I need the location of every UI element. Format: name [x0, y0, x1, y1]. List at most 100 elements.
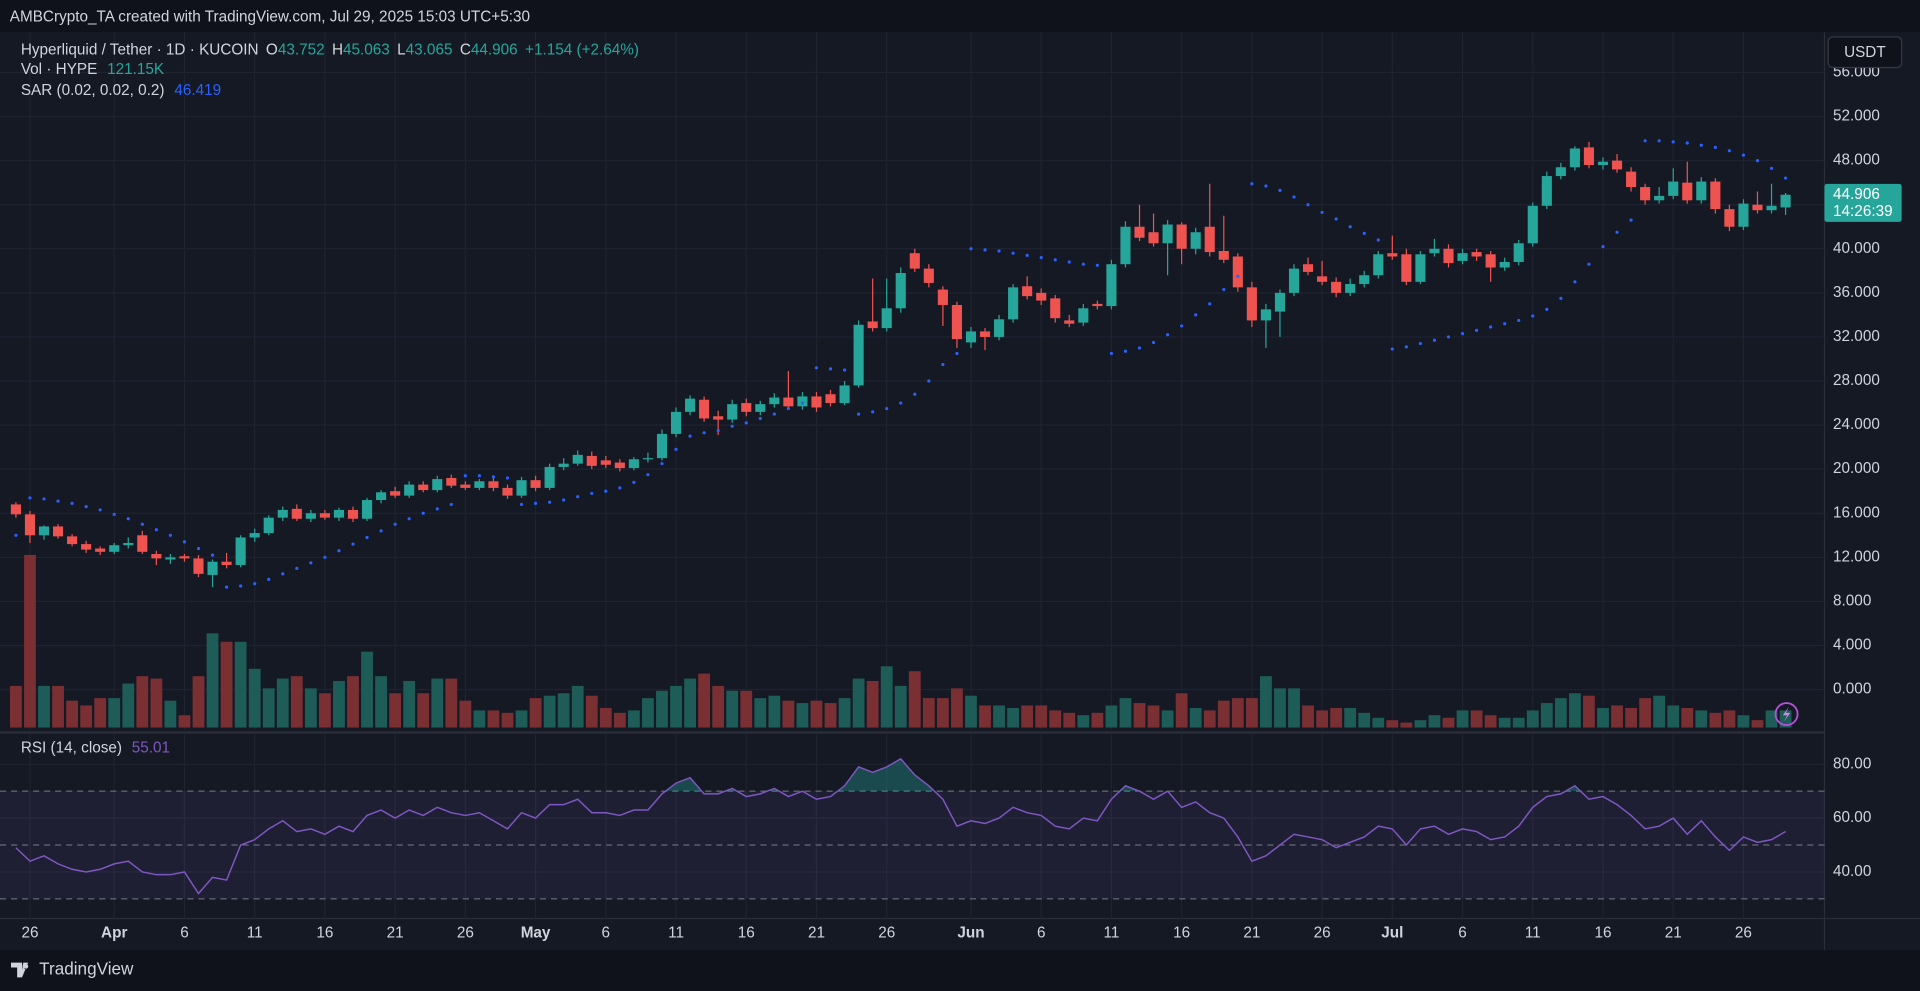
candle-body: [1668, 181, 1679, 196]
sar-dot: [688, 434, 692, 438]
sar-dot: [1418, 341, 1422, 346]
volume-bar: [810, 700, 823, 728]
volume-name: Vol · HYPE: [21, 61, 98, 78]
y-tick-label: 36.000: [1833, 284, 1880, 301]
x-tick-label: 16: [1594, 924, 1611, 941]
alert-circle[interactable]: [1774, 702, 1799, 727]
candle-body: [1134, 226, 1145, 238]
candle-body: [319, 513, 330, 518]
rsi-name: RSI (14, close): [21, 739, 122, 756]
brand-logo: [11, 962, 29, 978]
sar-dot: [1727, 149, 1731, 153]
sar-dot: [84, 505, 88, 509]
high-value: 45.063: [343, 41, 390, 58]
candle-body: [1401, 254, 1412, 282]
sar-dot: [1166, 333, 1170, 337]
candle-body: [1036, 292, 1047, 301]
sar-dot: [1559, 296, 1563, 300]
candle-body: [38, 526, 50, 536]
volume-bar: [880, 666, 893, 728]
volume-bar: [1217, 700, 1230, 728]
x-tick-label: 26: [457, 924, 474, 941]
candle-body: [811, 396, 822, 408]
candle-body: [1513, 243, 1524, 263]
y-tick-label: 16.000: [1833, 504, 1880, 521]
sar-dot: [1025, 253, 1029, 257]
candle-body: [1232, 256, 1243, 288]
volume-legend: Vol · HYPE 121.15K: [21, 61, 165, 78]
close-value: 44.906: [471, 41, 518, 58]
x-tick-label: 6: [1458, 924, 1467, 941]
alert-button[interactable]: [1774, 702, 1799, 727]
last-price: 44.906: [1833, 186, 1880, 203]
volume-bar: [1428, 715, 1441, 728]
sar-dot: [1629, 218, 1633, 222]
candle-body: [1597, 161, 1609, 166]
volume-bar: [1414, 720, 1427, 728]
candle-body: [1050, 298, 1061, 319]
currency-label[interactable]: USDT: [1844, 44, 1886, 61]
volume-bar: [993, 705, 1005, 728]
volume-bar: [1203, 710, 1216, 728]
volume-bar: [557, 693, 570, 728]
candle-body: [544, 466, 555, 488]
candle-body: [1611, 160, 1623, 170]
candle-body: [1064, 320, 1075, 324]
grid: [0, 32, 1825, 919]
candle-body: [333, 509, 345, 518]
currency-button-box[interactable]: [1827, 36, 1903, 69]
change-value: +1.154 (+2.64%): [525, 41, 639, 58]
candle-body: [783, 397, 794, 407]
volume-bar: [1386, 720, 1399, 728]
candle-body: [1246, 287, 1257, 321]
volume-bar: [1695, 710, 1708, 728]
sar-dot: [1362, 231, 1366, 235]
volume-bar: [1470, 710, 1483, 728]
candle-body: [951, 304, 962, 340]
candle-body: [839, 385, 850, 404]
candle-body: [572, 454, 583, 464]
alert-bolt[interactable]: [1782, 706, 1791, 722]
volume-bar: [1091, 712, 1104, 728]
candle-body: [937, 289, 948, 305]
x-tick-label: 16: [1173, 924, 1190, 941]
volume-bar: [852, 678, 865, 728]
volume-bar: [1316, 710, 1328, 728]
candle-body: [460, 484, 471, 488]
rsi-tick-label: 80.00: [1833, 755, 1871, 772]
candle-body: [95, 548, 106, 552]
candle-body: [502, 487, 513, 496]
volume-bar: [1456, 710, 1469, 728]
sar-dot: [477, 474, 481, 478]
sar-dot: [1208, 302, 1212, 306]
rsi-band: [0, 791, 1825, 899]
volume-bar: [1639, 698, 1652, 728]
volume-bar: [670, 685, 682, 728]
volume-bar: [740, 690, 753, 728]
sar-dot: [1503, 322, 1507, 326]
rsi-tick-label: 60.00: [1833, 809, 1871, 826]
candle-body: [1218, 250, 1229, 260]
currency-button[interactable]: USDT: [1827, 36, 1903, 69]
volume-bar: [136, 676, 149, 728]
volume-bar: [1231, 698, 1244, 728]
volume-bar: [192, 676, 205, 728]
sar-dot: [1067, 260, 1071, 264]
sar-dot: [1446, 335, 1451, 339]
volume-bar: [642, 698, 654, 728]
volume-bar: [1723, 710, 1736, 728]
candle-body: [909, 253, 920, 269]
candle-body: [123, 542, 134, 546]
x-tick-label: 21: [808, 924, 825, 941]
sar-dot: [1348, 225, 1352, 229]
rsi-value: 55.01: [132, 739, 170, 756]
candle-body: [1190, 232, 1201, 249]
sar-dot: [1531, 314, 1535, 318]
candle-body: [1443, 248, 1454, 264]
volume-bar: [445, 678, 458, 728]
c-key: C: [460, 41, 471, 58]
volume-bar: [1751, 720, 1764, 728]
candle-body: [1106, 264, 1117, 307]
candle-body: [347, 509, 359, 519]
volume-bar: [389, 693, 402, 728]
